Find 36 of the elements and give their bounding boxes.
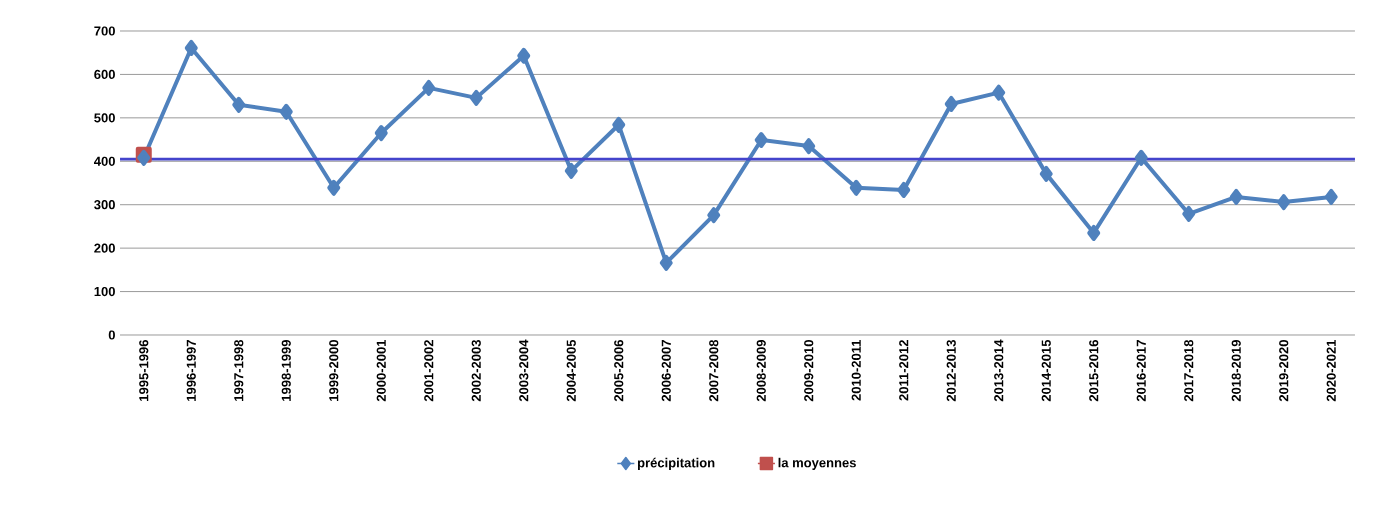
- x-tick-label: 1997-1998: [234, 339, 244, 401]
- legend-label: la moyennes: [778, 457, 856, 470]
- x-tick-label: 2001-2002: [424, 340, 434, 402]
- y-tick-label: 400: [93, 156, 115, 166]
- x-tick-label: 2007-2008: [709, 339, 719, 402]
- y-tick-label: 700: [94, 26, 115, 36]
- y-tick-label: 300: [94, 200, 115, 210]
- y-tick-label: 600: [94, 69, 115, 80]
- x-tick-label: 2012-2013: [946, 340, 956, 402]
- x-tick-label: 2002-2003: [471, 340, 481, 402]
- x-tick-label: 1998-1999: [281, 340, 291, 401]
- x-tick-label: 2010-2011: [851, 339, 861, 401]
- y-tick-label: 0: [108, 330, 115, 340]
- x-tick-label: 2016-2017: [1136, 340, 1146, 402]
- x-tick-label: 2017-2018: [1184, 339, 1194, 402]
- x-tick-label: 2005-2006: [614, 340, 624, 402]
- x-tick-label: 2003-2004: [519, 339, 529, 402]
- x-tick-label: 2015-2016: [1089, 340, 1099, 402]
- x-tick-label: 2008-2009: [756, 340, 766, 402]
- x-tick-label: 2013-2014: [994, 339, 1004, 402]
- x-tick-label: 2019-2020: [1279, 340, 1289, 402]
- x-tick-label: 2011-2012: [899, 340, 909, 401]
- y-tick-label: 200: [94, 243, 115, 253]
- x-tick-label: 2018-2019: [1231, 340, 1241, 402]
- x-tick-label: 2014-2015: [1041, 339, 1051, 402]
- x-tick-label: 2006-2007: [661, 340, 671, 402]
- x-tick-label: 1996-1997: [186, 340, 196, 401]
- y-tick-label: 500: [94, 113, 115, 123]
- x-tick-label: 2000-2001: [376, 339, 386, 402]
- x-tick-label: 2020-2021: [1326, 339, 1336, 402]
- legend-label: précipitation: [637, 457, 715, 470]
- x-tick-label: 1999-2000: [329, 340, 339, 401]
- x-tick-label: 2009-2010: [804, 340, 814, 402]
- x-tick-label: 1995-1996: [139, 340, 149, 401]
- y-tick-label: 100: [94, 286, 115, 297]
- x-tick-label: 2004-2005: [566, 339, 576, 402]
